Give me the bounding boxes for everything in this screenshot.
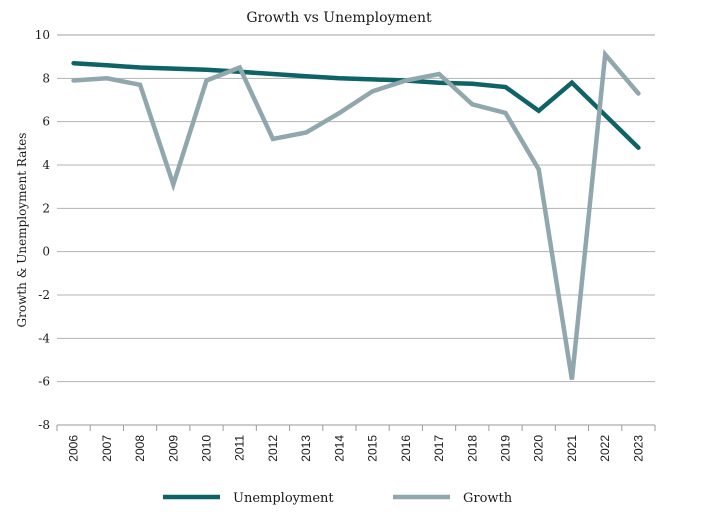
- y-tick-label: -8: [38, 418, 50, 432]
- x-tick-label: 2016: [399, 435, 413, 462]
- x-tick-label: 2013: [299, 435, 313, 462]
- x-tick-label: 2021: [565, 435, 579, 462]
- y-tick-labels: 10 8 6 4 2 0 -2 -4 -6 -8: [35, 28, 51, 432]
- x-tick-labels: 2006 2007 2008 2009 2010 2011 2012 2013 2014 2015…: [67, 435, 646, 462]
- legend-item-growth[interactable]: Growth: [393, 491, 513, 506]
- x-tick-label: 2014: [332, 435, 346, 462]
- x-tick-label: 2022: [598, 435, 612, 462]
- x-tick-label: 2012: [266, 435, 280, 462]
- y-tick-label: -2: [38, 288, 50, 302]
- series-line-unemployment: [71, 60, 641, 150]
- x-tick-label: 2009: [166, 435, 180, 462]
- y-tick-label: 2: [42, 201, 50, 215]
- y-tick-label: 10: [35, 28, 50, 42]
- x-tick-label: 2019: [499, 435, 513, 462]
- y-tick-label: 8: [42, 71, 50, 85]
- x-tick-label: 2008: [133, 435, 147, 462]
- series-line-growth: [71, 49, 641, 380]
- x-tick-label: 2018: [465, 435, 479, 462]
- x-tick-label: 2010: [200, 435, 214, 462]
- gridlines: [57, 34, 655, 383]
- x-tick-label: 2011: [233, 435, 247, 461]
- y-tick-label: 6: [42, 115, 50, 129]
- x-tick-label: 2006: [67, 435, 81, 462]
- chart-title: Growth vs Unemployment: [246, 10, 432, 26]
- y-tick-label: 4: [42, 158, 50, 172]
- legend-label-growth: Growth: [463, 491, 513, 506]
- x-tick-label: 2023: [631, 435, 645, 462]
- series-lines: [71, 49, 641, 380]
- x-axis: [56, 424, 656, 431]
- x-tick-label: 2015: [366, 435, 380, 462]
- x-tick-label: 2007: [100, 435, 114, 462]
- legend-item-unemployment[interactable]: Unemployment: [163, 491, 334, 506]
- x-tick-label: 2017: [432, 435, 446, 462]
- y-axis-label: Growth & Unemployment Rates: [15, 133, 29, 328]
- legend: Unemployment Growth: [163, 491, 513, 506]
- x-tick-label: 2020: [532, 435, 546, 462]
- legend-label-unemployment: Unemployment: [233, 491, 334, 506]
- y-tick-label: -4: [38, 331, 50, 345]
- y-tick-label: -6: [38, 375, 50, 389]
- y-tick-label: 0: [42, 245, 50, 259]
